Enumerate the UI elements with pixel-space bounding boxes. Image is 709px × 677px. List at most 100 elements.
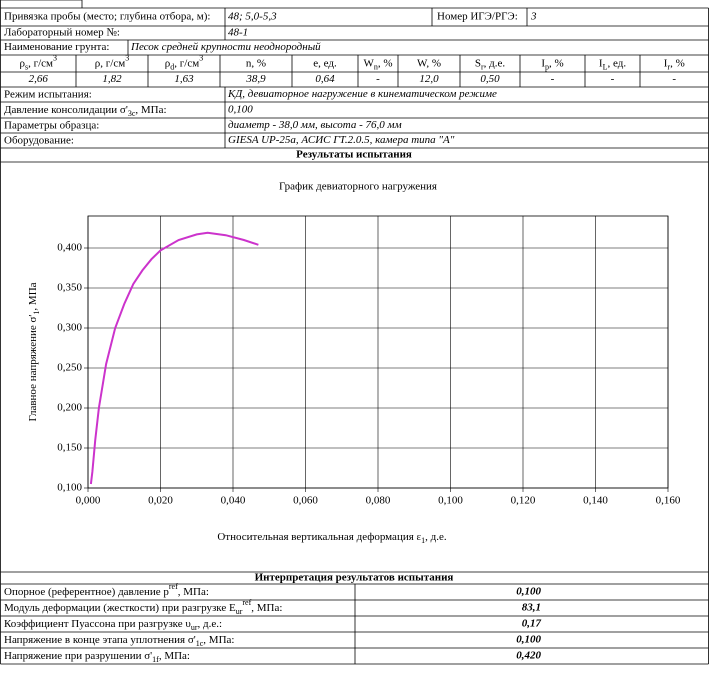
cell-value: 2,66 — [29, 73, 49, 85]
text-part: Модуль деформации (жесткости) при разгру… — [4, 602, 236, 614]
value: 0,100 — [516, 586, 541, 598]
x-tick-label: 0,140 — [583, 495, 608, 507]
value: 0,420 — [516, 650, 541, 662]
text-part: , МПа: — [203, 634, 234, 646]
subscript: s — [25, 63, 28, 72]
superscript: 3 — [125, 54, 129, 63]
text-part: n, % — [246, 57, 266, 69]
value: 48-1 — [228, 27, 248, 39]
subscript: n — [374, 63, 378, 72]
y-tick-label: 0,100 — [57, 482, 82, 494]
column-header: Sr, д.е. — [475, 57, 506, 72]
subscript: 1c — [196, 639, 204, 648]
data-line — [89, 231, 259, 485]
subscript: d — [170, 63, 174, 72]
text-part: , г/см — [28, 57, 53, 69]
label: Коэффициент Пуассона при разгрузке υur, … — [4, 618, 222, 633]
value: 48; 5,0-5,3 — [228, 11, 277, 23]
text-part: S — [475, 57, 481, 69]
cell-value: - — [611, 73, 615, 85]
text-part: , МПа: — [178, 586, 209, 598]
x-tick-label: 0,100 — [438, 495, 463, 507]
x-tick-label: 0,040 — [221, 495, 246, 507]
x-tick-label: 0,120 — [511, 495, 536, 507]
value: 0,100 — [516, 634, 541, 646]
text-part: ρ — [165, 57, 171, 69]
label: Лабораторный номер №: — [4, 27, 120, 39]
section-title: Интерпретация результатов испытания — [255, 572, 454, 584]
y-tick-label: 0,350 — [57, 282, 82, 294]
x-tick-label: 0,020 — [148, 495, 173, 507]
text-part: Параметры образца: — [4, 119, 99, 131]
text-part: Главное напряжение σ' — [27, 315, 39, 422]
text-part: Относительная вертикальная деформация ε — [217, 531, 421, 543]
value: 0,17 — [522, 618, 542, 630]
label: Давление консолидации σ'3c, МПа: — [4, 104, 167, 119]
cell-value: - — [551, 73, 555, 85]
text-part: , % — [378, 57, 393, 69]
text-part: Опорное (референтное) давление p — [4, 586, 169, 598]
column-header: Wn, % — [363, 57, 392, 72]
section-title: Результаты испытания — [296, 149, 412, 161]
text-part: , д.е. — [484, 57, 506, 69]
text-part: ρ, г/см — [95, 57, 125, 69]
value: Песок средней крупности неоднородный — [130, 41, 321, 53]
y-tick-label: 0,250 — [57, 362, 82, 374]
column-header: Ir, % — [664, 57, 685, 72]
x-tick-label: 0,060 — [293, 495, 318, 507]
text-part: W, % — [417, 57, 441, 69]
cell-value: 38,9 — [245, 73, 266, 85]
superscript: ref — [169, 582, 178, 591]
text-part: , МПа: — [251, 602, 282, 614]
x-tick-label: 0,160 — [656, 495, 681, 507]
y-axis-label: Главное напряжение σ'1, МПа — [27, 282, 42, 421]
cell-value: 0,50 — [480, 73, 500, 85]
label: Оборудование: — [4, 134, 74, 146]
text-part: Коэффициент Пуассона при разгрузке υ — [4, 618, 191, 630]
column-header: ρd, г/см3 — [165, 54, 203, 72]
text-part: e, ед. — [313, 57, 337, 69]
subscript: L — [603, 63, 608, 72]
text-part: , ед. — [607, 57, 626, 69]
text-part: Оборудование: — [4, 134, 74, 146]
text-part: W — [363, 57, 374, 69]
subscript: ur — [236, 607, 243, 616]
subscript: p — [545, 63, 549, 72]
label: Параметры образца: — [4, 119, 99, 131]
subscript: ur — [191, 623, 198, 632]
subscript: 3c — [128, 109, 136, 118]
y-tick-label: 0,400 — [57, 242, 82, 254]
label: Наименование грунта: — [4, 41, 109, 53]
value: диаметр - 38,0 мм, высота - 76,0 мм — [228, 119, 402, 131]
superscript: 3 — [199, 54, 203, 63]
y-tick-label: 0,300 — [57, 322, 82, 334]
y-tick-label: 0,150 — [57, 442, 82, 454]
value: 83,1 — [522, 602, 541, 614]
superscript: 3 — [53, 54, 57, 63]
text-part: , МПа: — [135, 104, 166, 116]
column-header: Ip, % — [541, 57, 563, 72]
value: GIESA UP-25a, АСИС ГТ.2.0.5, камера типа… — [228, 134, 455, 146]
text-part: , % — [549, 57, 564, 69]
superscript: ref — [242, 598, 251, 607]
text-part: , МПа: — [159, 650, 190, 662]
label: Привязка пробы (место; глубина отбора, м… — [4, 11, 210, 23]
subscript: r — [481, 63, 484, 72]
label: Напряжение при разрушении σ'1f, МПа: — [4, 650, 190, 665]
label: Режим испытания: — [4, 88, 92, 100]
cell-value: 1,63 — [174, 73, 194, 85]
column-header: ρ, г/см3 — [95, 54, 129, 69]
text-part: I — [599, 57, 603, 69]
cell-value: - — [376, 73, 380, 85]
subscript: 1 — [421, 536, 425, 545]
cell-value: 1,82 — [102, 73, 122, 85]
value: 3 — [530, 11, 537, 23]
value: КД, девиаторное нагружение в кинематичес… — [227, 88, 497, 100]
text-part: , д.е. — [425, 531, 447, 543]
y-tick-label: 0,200 — [57, 402, 82, 414]
text-part: , д.е.: — [198, 618, 223, 630]
text-part: ρ — [19, 57, 25, 69]
column-header: IL, ед. — [599, 57, 626, 72]
cell-value: 12,0 — [419, 73, 439, 85]
